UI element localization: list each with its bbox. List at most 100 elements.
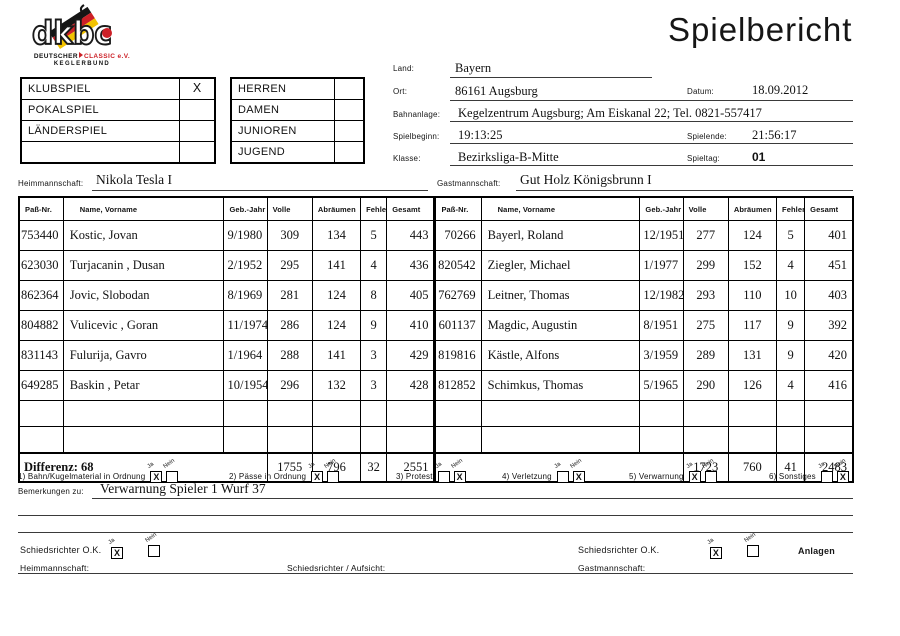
ja-checkbox[interactable]: Ja X	[308, 461, 324, 483]
cell-pass: 831143	[18, 340, 64, 371]
match-type-label: KLUBSPIEL	[28, 83, 91, 95]
spielende-label: Spielende:	[687, 132, 727, 141]
total-volle: 1755	[266, 452, 313, 483]
player-row: 623030 Turjacanin , Dusan 2/1952 295 141…	[18, 250, 854, 281]
spielbeginn-value[interactable]: 19:13:25	[458, 128, 503, 142]
cell-geb: 5/1965	[639, 370, 684, 401]
damen-checkbox[interactable]	[334, 100, 363, 120]
score-header-row: Paß-Nr. Name, Vorname Geb.-Jahr Volle Ab…	[18, 196, 854, 221]
cell-volle: 293	[682, 280, 729, 311]
pokalspiel-checkbox[interactable]	[179, 100, 214, 120]
check-label: 3) Protest	[396, 472, 433, 481]
jugend-checkbox[interactable]	[334, 142, 363, 162]
nein-checkbox[interactable]: Nein	[324, 458, 340, 483]
match-type-table: KLUBSPIEL X POKALSPIEL LÄNDERSPIEL	[20, 77, 216, 164]
cell-volle: 309	[266, 220, 313, 251]
datum-label: Datum:	[687, 87, 714, 96]
cell-abr: 124	[727, 220, 778, 251]
klubspiel-checkbox[interactable]: X	[179, 79, 214, 99]
gastmannschaft-label: Gastmannschaft:	[437, 179, 501, 188]
land-value[interactable]: Bayern	[455, 61, 492, 75]
nein-checkbox[interactable]: Nein X	[450, 458, 466, 483]
ja-checkbox[interactable]: Ja	[553, 461, 569, 483]
sign-home-label: Heimmannschaft:	[20, 563, 90, 573]
cell-gesamt: 436	[386, 250, 436, 281]
spielende-value[interactable]: 21:56:17	[752, 128, 797, 142]
german-flag-icon	[48, 6, 99, 49]
nein-checkbox[interactable]: Nein X	[569, 458, 585, 483]
nein-checkbox[interactable]: Nein	[163, 458, 179, 483]
check-label: 1) Bahn/Kugelmaterial in Ordnung	[18, 472, 146, 481]
cell-name: Baskin , Petar	[62, 370, 225, 401]
cell-pass: 812852	[433, 370, 482, 401]
col-header-fehler: Fehler	[360, 196, 388, 221]
nein-checkbox[interactable]: Nein	[701, 458, 717, 483]
cell-gesamt: 443	[386, 220, 436, 251]
gastmannschaft-value[interactable]: Gut Holz Königsbrunn I	[520, 172, 652, 187]
category-row-jugend: JUGEND	[232, 142, 363, 162]
heimmannschaft-value[interactable]: Nikola Tesla I	[96, 172, 173, 187]
ja-tag: Ja	[685, 461, 694, 470]
ja-checkbox[interactable]: Ja X	[685, 461, 701, 483]
ja-checkbox[interactable]: Ja X	[147, 461, 163, 483]
cell-name: Kostic, Jovan	[62, 220, 225, 251]
check-group-protest: 3) Protest Ja Nein X	[396, 458, 466, 483]
cell-name: Magdic, Augustin	[480, 310, 641, 341]
bemerkungen-line-2	[18, 515, 853, 516]
cell-name: Leitner, Thomas	[480, 280, 641, 311]
bahnanlage-label: Bahnanlage:	[393, 110, 441, 119]
ja-checkbox[interactable]: Ja	[817, 461, 833, 483]
cell-gesamt: 405	[386, 280, 436, 311]
klasse-value[interactable]: Bezirksliga-B-Mitte	[458, 150, 559, 164]
bemerkungen-value[interactable]: Verwarnung Spieler 1 Wurf 37	[100, 481, 266, 496]
empty-checkbox[interactable]	[179, 142, 214, 162]
spielbeginn-underline	[450, 143, 853, 144]
logo-line2: KEGLERBUND	[53, 61, 111, 67]
player-row: 753440 Kostic, Jovan 9/1980 309 134 5 44…	[18, 220, 854, 251]
ja-checkbox[interactable]: Ja	[434, 461, 450, 483]
cell-pass: 601137	[433, 310, 482, 341]
cell-geb: 8/1951	[639, 310, 684, 341]
datum-value[interactable]: 18.09.2012	[752, 83, 809, 97]
cell-fehler: 9	[776, 340, 806, 371]
category-label: JUGEND	[238, 146, 286, 158]
referee-ok-nein-checkbox[interactable]: Nein	[145, 532, 161, 557]
col-header-abr: Abräumen	[311, 196, 362, 221]
land-underline	[450, 77, 652, 78]
cell-abr: 141	[311, 340, 362, 371]
cell-volle: 290	[682, 370, 729, 401]
cell-gesamt: 429	[386, 340, 436, 371]
col-header-fehler: Fehler	[776, 196, 806, 221]
herren-checkbox[interactable]	[334, 79, 363, 99]
logo-line1-right: CLASSIC e.V.	[83, 53, 131, 60]
nein-checkbox[interactable]: Nein X	[833, 458, 849, 483]
category-row-junioren: JUNIOREN	[232, 121, 363, 142]
junioren-checkbox[interactable]	[334, 121, 363, 141]
cell-gesamt: 451	[804, 250, 854, 281]
referee-ok-ja-checkbox[interactable]: Ja X	[706, 537, 722, 559]
cell-geb: 8/1969	[223, 280, 268, 311]
ja-tag: Ja	[307, 461, 317, 470]
bahnanlage-underline	[450, 121, 853, 122]
player-row: 831143 Fulurija, Gavro 1/1964 288 141 3 …	[18, 340, 854, 371]
ort-label: Ort:	[393, 87, 408, 96]
col-header-pass: Paß-Nr.	[18, 196, 64, 221]
ort-value[interactable]: 86161 Augsburg	[455, 84, 538, 98]
referee-ok-nein-checkbox[interactable]: Nein	[744, 532, 760, 557]
heimmannschaft-label: Heimmannschaft:	[18, 179, 84, 188]
ja-tag: Ja	[146, 461, 156, 470]
player-row: 862364 Jovic, Slobodan 8/1969 281 124 8 …	[18, 280, 854, 311]
spieltag-value[interactable]: 01	[752, 150, 766, 164]
bahnanlage-value[interactable]: Kegelzentrum Augsburg; Am Eiskanal 22; T…	[458, 106, 762, 120]
cell-fehler: 9	[360, 310, 388, 341]
cell-name: Ziegler, Michael	[480, 250, 641, 281]
cell-name: Jovic, Slobodan	[62, 280, 225, 311]
laenderspiel-checkbox[interactable]	[179, 121, 214, 141]
referee-ok-ja-checkbox[interactable]: Ja X	[107, 537, 123, 559]
total-abr: 760	[727, 452, 778, 483]
signature-line	[18, 573, 853, 574]
cell-abr: 132	[311, 370, 362, 401]
total-fehler: 32	[360, 452, 388, 483]
cell-geb: 10/1954	[223, 370, 268, 401]
cell-gesamt: 403	[804, 280, 854, 311]
